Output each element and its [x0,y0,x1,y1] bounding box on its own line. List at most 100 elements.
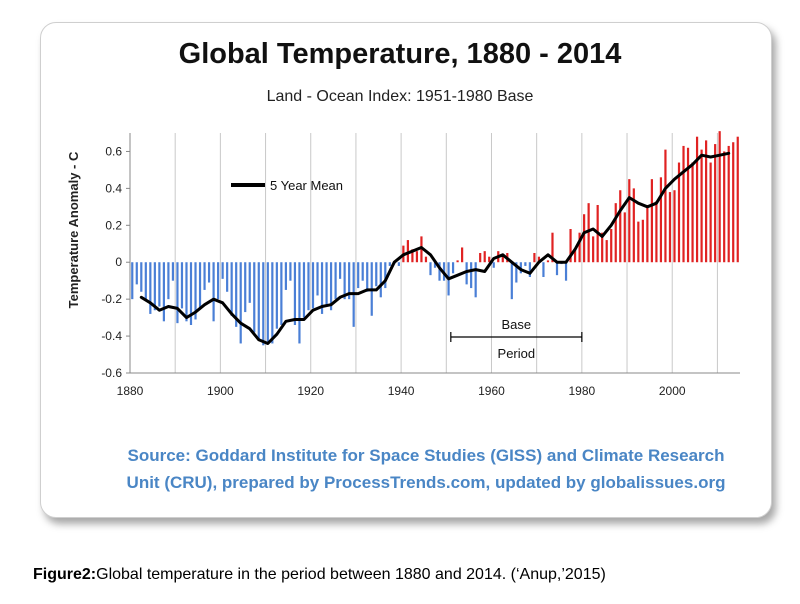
chart-title: Global Temperature, 1880 - 2014 [178,38,622,70]
anomaly-bar [700,149,703,263]
anomaly-bar [492,262,495,268]
anomaly-bar [198,262,202,309]
anomaly-bar [302,262,306,318]
anomaly-bar [329,262,333,311]
anomaly-bar [280,262,283,325]
anomaly-bar [488,256,491,263]
anomaly-bar [176,262,179,324]
anomaly-bar [451,262,455,274]
anomaly-bars [131,131,739,346]
anomaly-bar [564,262,568,281]
anomaly-bar [664,149,667,263]
anomaly-bar [736,136,739,263]
x-tick-label: 1940 [388,384,415,398]
anomaly-bar [131,262,134,300]
anomaly-bar [212,262,215,322]
figure-caption: Figure2:Global temperature in the period… [33,566,606,584]
anomaly-bar [650,179,653,263]
anomaly-bar [727,145,730,263]
anomaly-bar [537,256,541,263]
anomaly-bar [668,192,672,263]
anomaly-bar [271,262,274,344]
anomaly-bar [732,142,735,263]
anomaly-bar [610,229,613,263]
anomaly-bar [637,221,640,263]
anomaly-bar [144,262,147,300]
anomaly-bar [673,190,676,263]
anomaly-bar [628,179,631,263]
anomaly-bar [723,151,726,263]
annotation-period-label: Period [498,346,536,361]
anomaly-bar [266,262,269,342]
anomaly-bar [686,147,690,263]
anomaly-bar [334,262,337,300]
y-tick-label: 0.4 [105,181,122,195]
anomaly-bar [366,262,369,292]
y-tick-label: 0.2 [105,218,122,232]
y-tick-label: -0.4 [101,329,122,343]
anomaly-bar [293,262,297,325]
anomaly-bar [230,262,233,316]
anomaly-bar [709,162,712,263]
x-tick-label: 1960 [478,384,505,398]
anomaly-bar [244,262,247,313]
anomaly-bar [207,262,211,283]
anomaly-bar [542,262,545,277]
anomaly-bar [375,262,378,287]
anomaly-bar [601,232,604,263]
anomaly-bar [474,262,477,298]
anomaly-bar [533,253,536,263]
anomaly-bar [501,256,504,263]
anomaly-bar [619,190,622,263]
anomaly-bar [235,262,238,327]
base-period-annotation: Base Period [450,317,583,361]
anomaly-bar [632,188,635,263]
anomaly-bar [262,262,265,346]
anomaly-bar [298,262,301,344]
anomaly-bar [203,262,206,290]
anomaly-bar [578,232,581,263]
axes: -0.6 -0.4 -0.2 0 0.2 0.4 0.6 1880 1900 1920 1940 19… [101,133,740,398]
anomaly-bar [357,262,360,289]
grid-lines [174,133,718,373]
anomaly-bar [194,262,197,320]
anomaly-bar [311,262,315,309]
source-line-2: Unit (CRU), prepared by ProcessTrends.co… [126,473,726,492]
anomaly-bar [171,262,175,281]
anomaly-bar [461,247,464,263]
anomaly-bar [592,236,595,263]
anomaly-bar [384,262,387,289]
x-tick-label: 1980 [569,384,596,398]
anomaly-bar [528,262,531,277]
legend: 5 Year Mean [231,178,343,193]
anomaly-bar [339,262,342,279]
anomaly-bar [289,262,292,281]
anomaly-bar [135,262,138,285]
anomaly-bar [162,262,165,322]
anomaly-bar [479,253,482,263]
anomaly-bar [691,162,694,263]
anomaly-bar [714,144,717,263]
anomaly-bar [641,219,644,263]
anomaly-bar [140,262,143,292]
anomaly-bar [555,262,559,276]
anomaly-bar [185,262,188,322]
anomaly-bar [226,262,229,292]
anomaly-bar [411,249,414,263]
anomaly-bar [470,262,473,289]
anomaly-bar [388,262,391,266]
anomaly-bar [343,262,346,300]
anomaly-bar [483,251,486,263]
anomaly-bar [189,262,193,325]
anomaly-bar [456,260,459,263]
anomaly-bar [695,136,699,263]
legend-label: 5 Year Mean [270,178,343,193]
anomaly-bar [158,262,161,307]
anomaly-bar [284,262,287,290]
chart-card [40,22,772,518]
anomaly-bar [379,262,382,298]
y-tick-label: 0.6 [105,144,122,158]
anomaly-bar [149,262,152,314]
y-tick-label: -0.2 [101,292,122,306]
